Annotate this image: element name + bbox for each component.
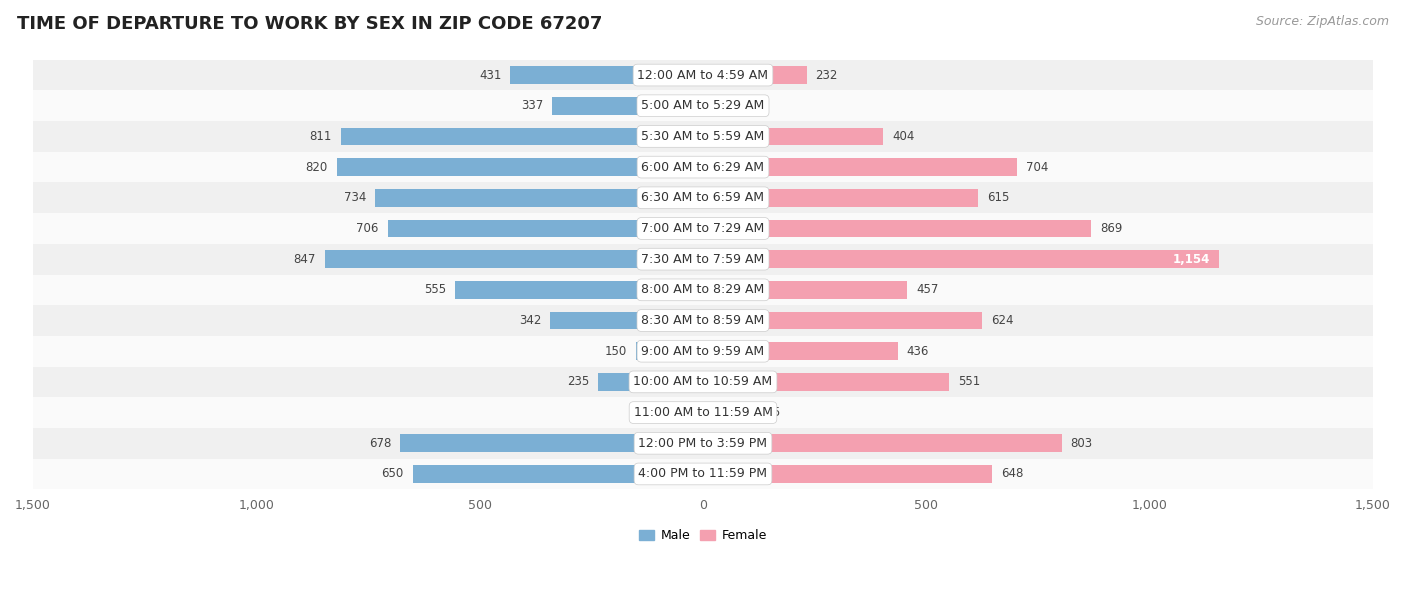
Text: 436: 436 — [907, 345, 929, 358]
Text: 404: 404 — [893, 130, 915, 143]
Bar — [32, 121, 1374, 152]
Text: 869: 869 — [1099, 222, 1122, 235]
Text: 11:00 AM to 11:59 AM: 11:00 AM to 11:59 AM — [634, 406, 772, 419]
Text: 12:00 PM to 3:59 PM: 12:00 PM to 3:59 PM — [638, 437, 768, 450]
Bar — [32, 90, 1374, 121]
Bar — [412, 465, 703, 483]
Text: Source: ZipAtlas.com: Source: ZipAtlas.com — [1256, 15, 1389, 28]
Bar — [703, 373, 949, 391]
Text: 820: 820 — [305, 161, 328, 174]
Text: 8:00 AM to 8:29 AM: 8:00 AM to 8:29 AM — [641, 283, 765, 296]
Bar — [401, 434, 703, 452]
Bar — [636, 342, 703, 360]
Text: 431: 431 — [479, 68, 502, 82]
Text: 648: 648 — [1001, 468, 1024, 480]
Bar — [550, 312, 703, 330]
Bar — [598, 373, 703, 391]
Text: 803: 803 — [1070, 437, 1092, 450]
Bar — [32, 213, 1374, 244]
Text: 150: 150 — [605, 345, 627, 358]
Bar — [32, 244, 1374, 274]
Bar — [32, 183, 1374, 213]
Text: 706: 706 — [356, 222, 378, 235]
Bar — [703, 250, 1219, 268]
Bar — [32, 274, 1374, 305]
Bar — [661, 403, 703, 421]
Text: 232: 232 — [815, 68, 838, 82]
Text: 457: 457 — [917, 283, 938, 296]
Text: 7:30 AM to 7:59 AM: 7:30 AM to 7:59 AM — [641, 253, 765, 265]
Text: 342: 342 — [519, 314, 541, 327]
Text: 6:00 AM to 6:29 AM: 6:00 AM to 6:29 AM — [641, 161, 765, 174]
Text: 678: 678 — [368, 437, 391, 450]
Text: 551: 551 — [957, 375, 980, 389]
Text: 105: 105 — [759, 406, 782, 419]
Text: 847: 847 — [294, 253, 316, 265]
Text: 8:30 AM to 8:59 AM: 8:30 AM to 8:59 AM — [641, 314, 765, 327]
Bar — [703, 158, 1018, 176]
Bar — [456, 281, 703, 299]
Bar — [375, 189, 703, 206]
Bar — [703, 465, 993, 483]
Text: 811: 811 — [309, 130, 332, 143]
Bar — [388, 220, 703, 237]
Text: 624: 624 — [991, 314, 1014, 327]
Bar — [553, 97, 703, 115]
Text: TIME OF DEPARTURE TO WORK BY SEX IN ZIP CODE 67207: TIME OF DEPARTURE TO WORK BY SEX IN ZIP … — [17, 15, 602, 33]
Bar — [325, 250, 703, 268]
Bar — [32, 428, 1374, 459]
Text: 650: 650 — [381, 468, 404, 480]
Bar — [32, 152, 1374, 183]
Bar — [703, 127, 883, 145]
Text: 4:00 PM to 11:59 PM: 4:00 PM to 11:59 PM — [638, 468, 768, 480]
Bar — [32, 367, 1374, 397]
Text: 734: 734 — [344, 192, 366, 204]
Text: 95: 95 — [637, 406, 651, 419]
Text: 9:00 AM to 9:59 AM: 9:00 AM to 9:59 AM — [641, 345, 765, 358]
Bar — [32, 60, 1374, 90]
Text: 12:00 AM to 4:59 AM: 12:00 AM to 4:59 AM — [637, 68, 769, 82]
Bar — [32, 397, 1374, 428]
Bar — [703, 342, 898, 360]
Text: 5:30 AM to 5:59 AM: 5:30 AM to 5:59 AM — [641, 130, 765, 143]
Text: 615: 615 — [987, 192, 1010, 204]
Text: 235: 235 — [567, 375, 589, 389]
Bar — [32, 459, 1374, 489]
Bar — [703, 434, 1062, 452]
Bar — [703, 189, 977, 206]
Bar — [703, 312, 981, 330]
Bar — [703, 281, 907, 299]
Text: 704: 704 — [1026, 161, 1049, 174]
Bar — [703, 403, 749, 421]
Bar — [703, 220, 1091, 237]
Bar — [703, 97, 714, 115]
Text: 555: 555 — [425, 283, 446, 296]
Text: 1,154: 1,154 — [1173, 253, 1209, 265]
Bar — [32, 305, 1374, 336]
Bar — [336, 158, 703, 176]
Bar — [32, 336, 1374, 367]
Legend: Male, Female: Male, Female — [634, 524, 772, 547]
Bar — [510, 66, 703, 84]
Bar — [340, 127, 703, 145]
Text: 337: 337 — [522, 99, 544, 112]
Bar — [703, 66, 807, 84]
Text: 6:30 AM to 6:59 AM: 6:30 AM to 6:59 AM — [641, 192, 765, 204]
Text: 7:00 AM to 7:29 AM: 7:00 AM to 7:29 AM — [641, 222, 765, 235]
Text: 5:00 AM to 5:29 AM: 5:00 AM to 5:29 AM — [641, 99, 765, 112]
Text: 24: 24 — [723, 99, 738, 112]
Text: 10:00 AM to 10:59 AM: 10:00 AM to 10:59 AM — [634, 375, 772, 389]
